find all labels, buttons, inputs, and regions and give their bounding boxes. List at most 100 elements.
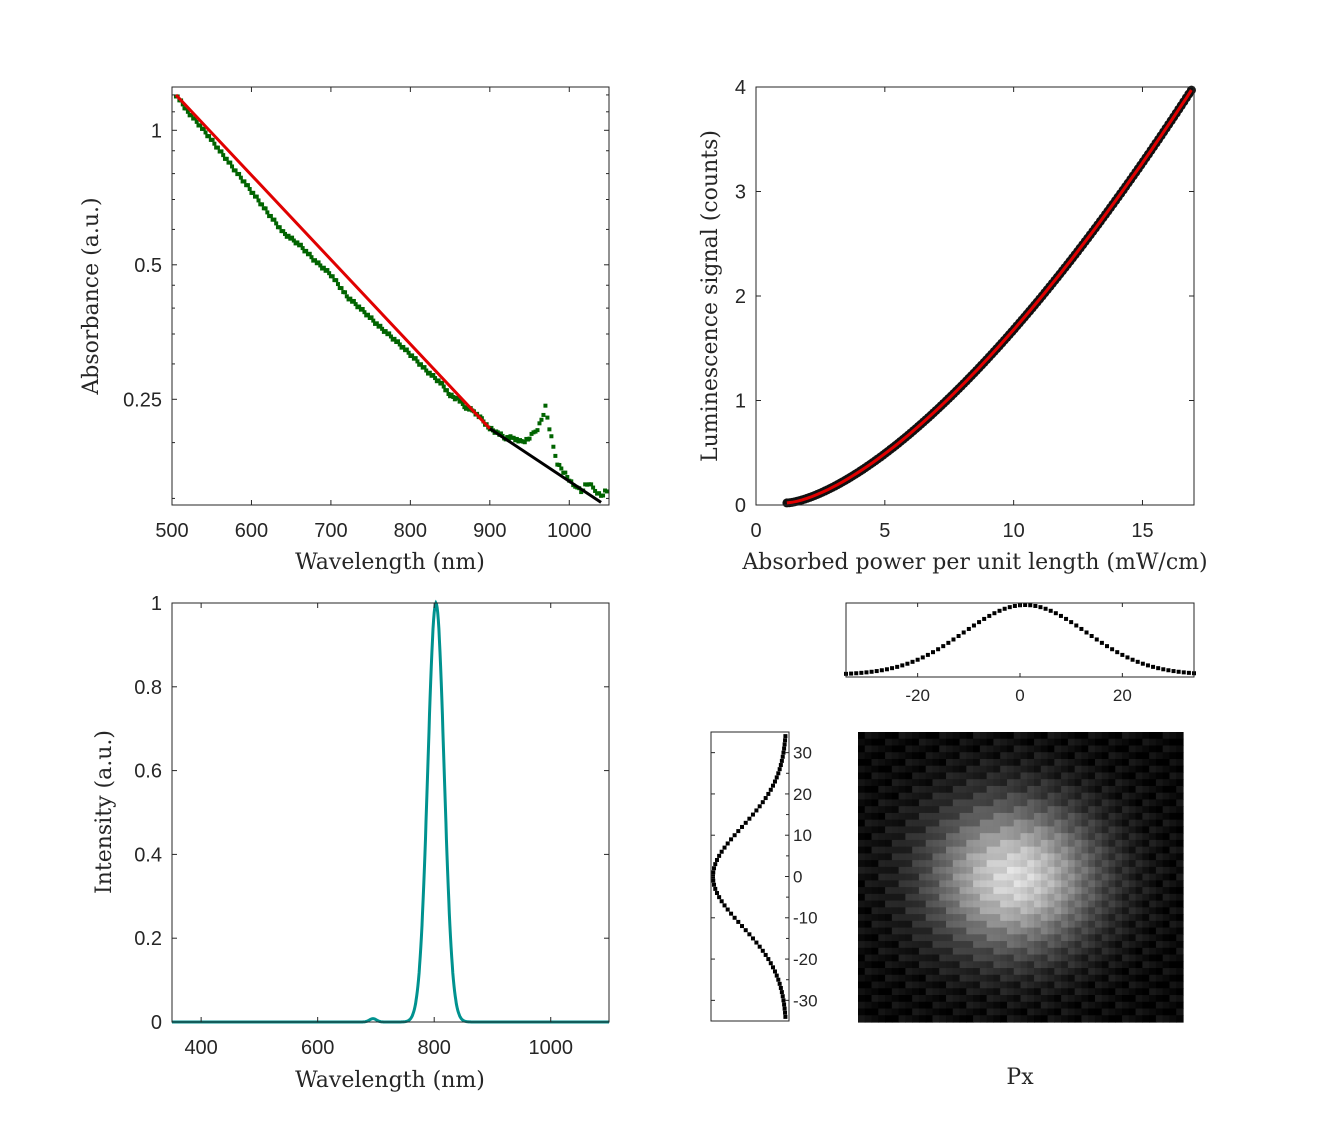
beam-image-pixel [959,880,967,888]
beam-image-pixel [891,826,900,834]
beam-image-pixel [1101,880,1110,888]
absorbance-data-point [553,453,558,458]
beam-image-pixel [858,900,866,908]
beam-image-pixel [1034,954,1042,962]
beam-image-pixel [1108,988,1116,996]
absorbance-data-point [591,485,596,490]
beam-image-pixel [1088,947,1096,956]
beam-image-pixel [878,846,886,854]
beam-image-pixel [1074,873,1083,881]
absorbance-data-point [549,434,554,439]
profile-y-point [780,994,785,999]
beam-image-pixel [918,873,927,881]
absorbance-data-point [383,329,388,334]
beam-image-pixel [1122,914,1130,922]
beam-image-pixel [1155,866,1164,875]
beam-image-pixel [871,839,879,848]
beam-image-pixel [925,785,934,794]
beam-image-pixel [1054,866,1062,875]
beam-image-pixel [878,806,886,814]
beam-image-pixel [1122,806,1130,814]
beam-image-pixel [1176,839,1184,848]
beam-image-pixel [1027,806,1035,814]
beam-image-pixel [878,873,886,881]
beam-image-pixel [1067,765,1076,774]
beam-image-pixel [952,988,961,996]
beam-image-pixel [1128,974,1137,983]
beam-image-pixel [952,738,961,747]
beam-image-pixel [939,907,947,915]
beam-image-pixel [1128,880,1137,888]
profile-x-point [1171,669,1176,674]
beam-image-pixel [1162,947,1171,956]
beam-image-pixel [1027,893,1035,902]
beam-image-pixel [912,752,920,760]
beam-image-pixel [1115,819,1123,828]
beam-image-pixel [1067,914,1076,922]
absorbance-data-point [309,255,314,260]
beam-image-pixel [858,961,866,969]
beam-image-pixel [1176,934,1184,942]
beam-image-pixel [959,934,967,942]
absorbance-data-point [327,271,332,276]
beam-image-pixel [979,860,988,868]
beam-image-pixel [1094,1008,1103,1016]
absorbance-data-point [300,246,305,251]
beam-image-pixel [1128,893,1137,902]
beam-image-pixel [1020,758,1028,767]
beam-image-pixel [1162,779,1171,787]
beam-image-pixel [918,947,927,956]
beam-image-pixel [986,927,995,935]
beam-image-pixel [1020,954,1028,962]
beam-image-pixel [1088,806,1096,814]
beam-image-pixel [1074,765,1083,774]
profile-y-point [760,948,765,953]
beam-image-pixel [1169,812,1177,821]
beam-image-pixel [966,853,974,861]
beam-image-pixel [925,981,934,989]
beam-image-pixel [1115,1001,1123,1010]
beam-image-pixel [1169,1001,1177,1010]
beam-image-pixel [1040,853,1049,861]
beam-image-pixel [1149,968,1157,976]
beam-image-pixel [905,785,913,794]
beam-image-pixel [1176,893,1184,902]
beam-image-pixel [1094,981,1103,989]
beam-image-pixel [918,927,927,935]
absorbance-axes-frame [171,86,610,506]
beam-image-pixel [1000,1008,1008,1016]
beam-image-pixel [1094,893,1103,902]
beam-image-pixel [1115,806,1123,814]
beam-image-pixel [1088,752,1096,760]
beam-image-pixel [979,981,988,989]
beam-image-pixel [1155,947,1164,956]
beam-image-pixel [1013,907,1022,915]
beam-image-pixel [1040,765,1049,774]
beam-image-pixel [952,860,961,868]
beam-image-pixel [1006,799,1015,807]
beam-image-pixel [1067,893,1076,902]
beam-image-pixel [932,792,940,801]
profile-y-point [711,870,716,875]
beam-image-pixel [1067,880,1076,888]
beam-image-pixel [1101,772,1110,780]
beam-image-pixel [946,765,954,774]
beam-image-pixel [1169,981,1177,989]
beam-image-pixel [1067,954,1076,962]
beam-image-pixel [885,860,893,868]
beam-image-pixel [1020,860,1028,868]
absorbance-data-point [369,315,374,320]
beam-image-pixel [993,792,1001,801]
beam-image-pixel [1020,785,1028,794]
beam-image-pixel [1040,785,1049,794]
beam-image-pixel [925,1008,934,1016]
beam-image-pixel [979,765,988,774]
beam-image-pixel [1101,981,1110,989]
beam-image-pixel [1176,927,1184,935]
beam-image-pixel [959,954,967,962]
profile-x-point [997,608,1002,613]
beam-image-pixel [898,866,906,875]
beam-image-pixel [1074,941,1083,949]
beam-image-pixel [1155,995,1164,1003]
beam-image-pixel [1000,785,1008,794]
